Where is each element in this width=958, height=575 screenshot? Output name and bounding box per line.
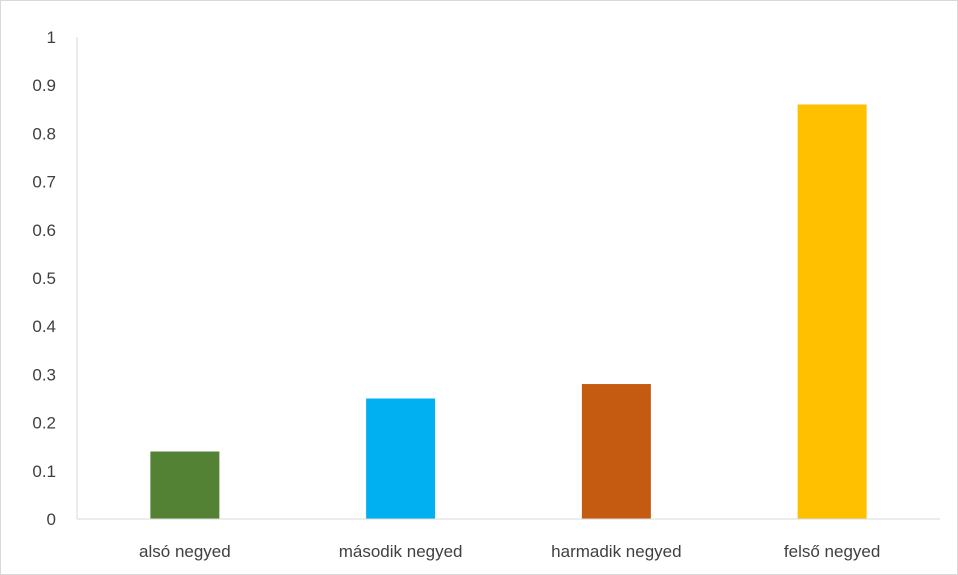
x-tick-label: második negyed [339, 542, 463, 561]
y-tick-label: 0.3 [32, 365, 56, 384]
y-tick-label: 0 [47, 510, 56, 529]
bar [366, 398, 436, 519]
x-axis: alsó negyed második negyed harmadik negyed… [139, 542, 880, 561]
y-tick-label: 0.1 [32, 462, 56, 481]
y-tick-label: 0.9 [32, 76, 56, 95]
bars-group [150, 104, 867, 519]
bar [797, 104, 867, 519]
y-axis: 0 0.1 0.2 0.3 0.4 0.5 0.6 0.7 0.8 0.9 1 [32, 28, 56, 529]
x-tick-label: harmadik negyed [551, 542, 681, 561]
bar [581, 384, 651, 519]
y-tick-label: 0.4 [32, 317, 56, 336]
y-tick-label: 0.8 [32, 124, 56, 143]
y-tick-label: 0.6 [32, 221, 56, 240]
bar [150, 451, 220, 519]
x-tick-label: felső negyed [784, 542, 880, 561]
y-tick-label: 0.2 [32, 414, 56, 433]
y-tick-label: 1 [47, 28, 56, 47]
x-tick-label: alsó negyed [139, 542, 231, 561]
y-tick-label: 0.5 [32, 269, 56, 288]
y-tick-label: 0.7 [32, 173, 56, 192]
